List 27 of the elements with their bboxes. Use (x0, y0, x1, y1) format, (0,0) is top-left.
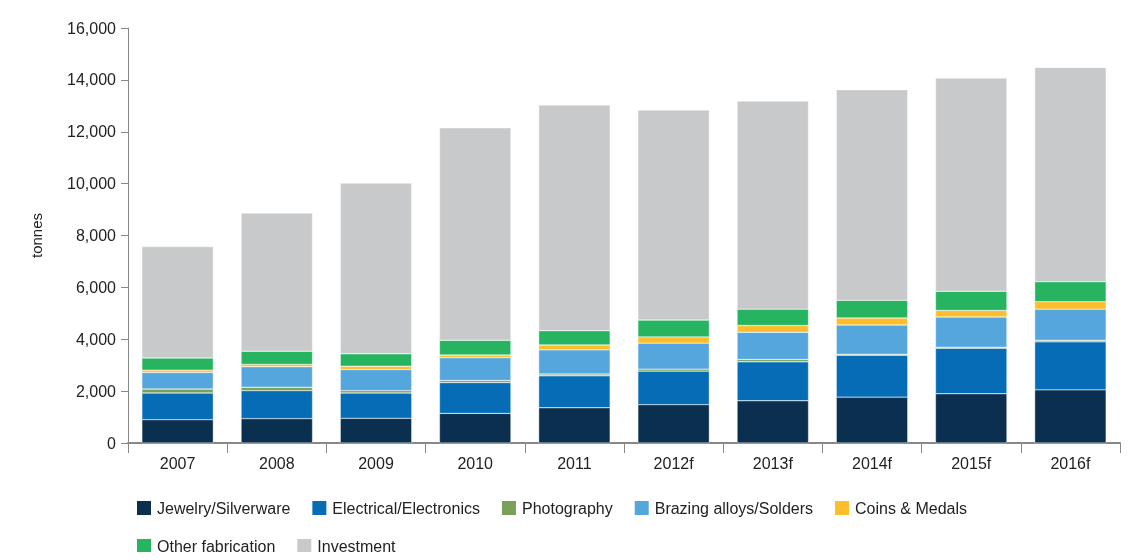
legend-label: Photography (521, 499, 613, 517)
x-tick-label: 2014f (851, 454, 893, 472)
x-tick-label: 2010 (457, 454, 494, 472)
y-tick-label: 4,000 (75, 330, 117, 348)
y-tick-label: 16,000 (67, 19, 117, 37)
legend-label: Electrical/Electronics (332, 499, 480, 517)
y-tick-label: 2,000 (75, 382, 117, 400)
y-tick-label: 8,000 (75, 227, 117, 244)
x-tick-label: 2016f (1050, 454, 1091, 472)
y-tick-label: 6,000 (75, 278, 117, 296)
legend-label: Other fabrication (157, 537, 276, 555)
x-tick-label: 2015f (951, 454, 992, 472)
x-tick-label: 2009 (358, 454, 394, 472)
x-tick-label: 2011 (557, 454, 592, 472)
legend-label: Investment (317, 537, 397, 555)
y-axis-title: tonnes (28, 212, 45, 259)
legend-label: Coins & Medals (855, 499, 968, 517)
x-tick-label: 2007 (159, 454, 196, 472)
y-tick-label: 12,000 (67, 123, 117, 141)
x-tick-label: 2012f (653, 454, 695, 472)
legend-label: Brazing alloys/Solders (654, 499, 813, 517)
y-tick-label: 0 (107, 434, 117, 452)
legend-label: Jewelry/Silverware (157, 499, 291, 517)
x-tick-label: 2013f (752, 454, 794, 472)
x-tick-label: 2008 (259, 454, 295, 472)
y-tick-label: 10,000 (67, 175, 117, 193)
y-tick-label: 14,000 (67, 71, 117, 89)
